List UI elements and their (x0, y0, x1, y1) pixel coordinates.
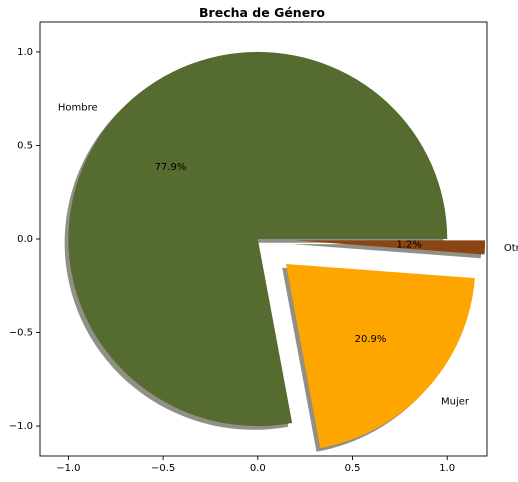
y-tick-label: −0.5 (9, 328, 33, 339)
wedge-otros (295, 240, 486, 255)
y-tick-label: 0.5 (17, 140, 33, 151)
label-mujer: Mujer (441, 397, 470, 408)
y-tick-label: 1.0 (17, 47, 33, 58)
x-tick-label: 0.0 (250, 463, 266, 474)
x-tick-label: −0.5 (151, 463, 175, 474)
label-hombre: Hombre (58, 102, 98, 113)
pct-label-otros: 1.2% (396, 240, 421, 251)
pie-wedges (68, 51, 486, 448)
x-tick-label: 0.5 (345, 463, 361, 474)
x-axis: −1.0 −0.5 0.0 0.5 1.0 (56, 456, 455, 474)
wedge-mujer (286, 264, 475, 448)
pct-label-mujer: 20.9% (355, 334, 387, 345)
y-axis: 1.0 0.5 0.0 −0.5 −1.0 (9, 47, 40, 432)
y-tick-label: −1.0 (9, 421, 33, 432)
pct-label-hombre: 77.9% (155, 162, 187, 173)
chart-title: Brecha de Género (199, 5, 325, 20)
x-tick-label: −1.0 (56, 463, 80, 474)
x-tick-label: 1.0 (439, 463, 455, 474)
y-tick-label: 0.0 (17, 234, 33, 245)
wedge-hombre (68, 51, 448, 427)
label-otros: Otros (504, 243, 518, 254)
slice-labels: Hombre 77.9% Mujer 20.9% Otros 1.2% (58, 102, 518, 407)
